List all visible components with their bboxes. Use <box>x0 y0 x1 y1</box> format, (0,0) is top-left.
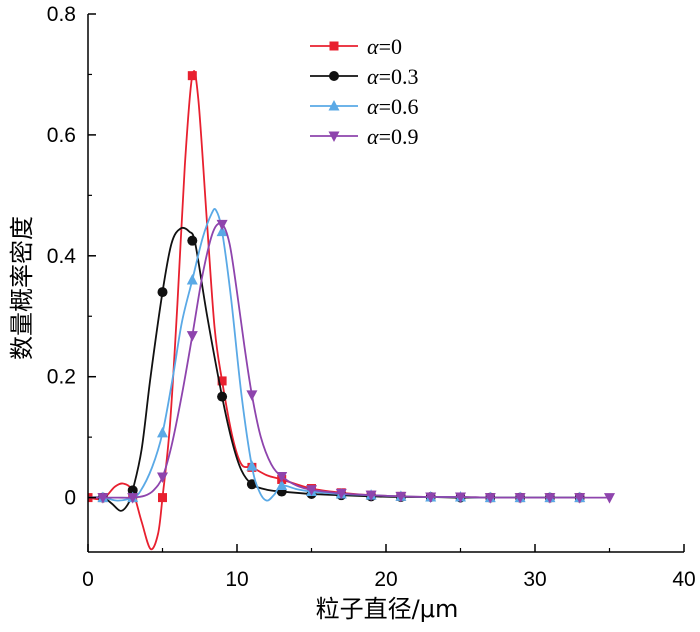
plot-area <box>88 70 615 551</box>
data-point <box>157 426 168 438</box>
y-tick-label: 0.2 <box>47 366 76 389</box>
data-point <box>158 493 167 503</box>
data-point <box>187 235 198 246</box>
x-tick-label: 20 <box>374 568 397 591</box>
data-point <box>186 331 198 342</box>
legend-item: α=0 <box>310 34 402 59</box>
series-0 <box>88 70 585 551</box>
data-point <box>217 391 228 402</box>
y-tick-label: 0.4 <box>47 245 77 268</box>
x-tick-label: 0 <box>82 568 94 591</box>
data-point <box>187 71 197 81</box>
data-point <box>157 472 168 484</box>
series-3 <box>88 219 615 504</box>
legend-marker <box>328 131 340 142</box>
data-point <box>335 488 347 500</box>
data-point <box>216 219 228 231</box>
data-point <box>395 491 407 503</box>
legend-marker <box>329 41 339 51</box>
x-tick-label: 40 <box>672 568 695 591</box>
data-point <box>276 471 288 483</box>
data-point <box>604 493 615 504</box>
legend-marker <box>328 100 340 111</box>
y-axis-title: 数量概率密度 <box>8 216 36 360</box>
legend-item: α=0.3 <box>310 64 418 89</box>
x-axis-title: 粒子直径/μm <box>316 595 459 623</box>
data-point <box>216 225 228 237</box>
data-point <box>246 460 258 471</box>
legend-label: α=0 <box>367 34 402 59</box>
data-point <box>425 492 437 503</box>
data-point <box>186 273 198 285</box>
data-point <box>365 490 377 502</box>
legend-label: α=0.3 <box>367 64 418 89</box>
legend-item: α=0.9 <box>310 124 418 149</box>
y-tick-label: 0.8 <box>47 3 76 26</box>
legend-label: α=0.9 <box>367 124 418 149</box>
data-point <box>544 493 556 504</box>
series-2 <box>88 207 586 503</box>
data-point <box>217 376 227 386</box>
data-point <box>574 493 586 504</box>
x-tick-label: 10 <box>225 568 248 591</box>
y-tick-label: 0.6 <box>47 124 76 147</box>
data-point <box>276 479 288 491</box>
data-point <box>455 492 466 503</box>
axes <box>87 13 685 553</box>
data-point <box>484 493 496 504</box>
legend-label: α=0.6 <box>367 94 418 119</box>
legend-item: α=0.6 <box>310 94 418 119</box>
series-line <box>88 207 580 502</box>
data-point <box>306 485 317 496</box>
data-point <box>97 493 109 504</box>
data-point <box>246 479 257 490</box>
series-1 <box>88 226 585 512</box>
legend-marker <box>329 71 339 81</box>
data-point <box>127 485 138 496</box>
series-line <box>88 226 580 512</box>
data-point <box>246 390 258 401</box>
x-tick-label: 30 <box>523 568 546 591</box>
data-point <box>514 493 526 504</box>
y-tick-label: 0 <box>64 487 76 510</box>
data-point <box>127 493 139 504</box>
data-point <box>157 287 168 298</box>
tick-labels: 0 10 20 30 40 0 0.2 0.4 0.6 0.8 <box>47 3 696 591</box>
legend: α=0 α=0.3 α=0.6 α=0.9 <box>310 34 418 149</box>
